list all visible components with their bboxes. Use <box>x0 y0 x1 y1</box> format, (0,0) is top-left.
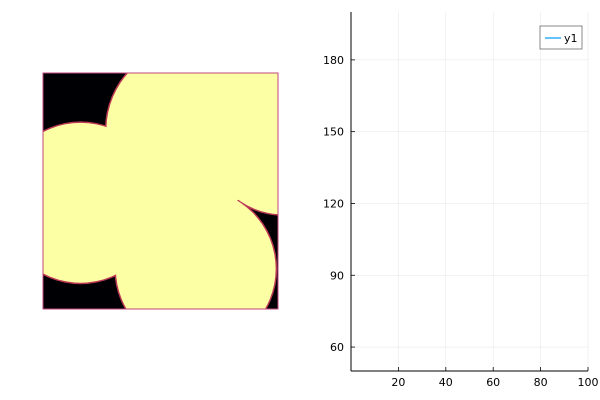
line-plot-panel: 20 40 60 80 100 60 90 120 150 180 y1 <box>323 12 599 389</box>
x-ticks: 20 40 60 80 100 <box>391 367 599 389</box>
x-tick-label-60: 60 <box>486 376 500 389</box>
heatmap-blob-right <box>207 73 278 215</box>
heatmap-blobs <box>43 73 278 309</box>
x-tick-label-100: 100 <box>578 376 599 389</box>
x-tick-label-40: 40 <box>439 376 453 389</box>
heatmap-blob-bottom-middle <box>115 189 276 309</box>
x-tick-label-20: 20 <box>391 376 405 389</box>
plot-grid <box>351 12 589 371</box>
heatmap-panel <box>42 72 279 310</box>
y-tick-label-90: 90 <box>330 269 344 282</box>
x-tick-label-80: 80 <box>534 376 548 389</box>
heatmap-frame <box>42 72 279 310</box>
legend-label-y1: y1 <box>564 32 578 45</box>
y-tick-label-180: 180 <box>323 54 344 67</box>
y-tick-label-120: 120 <box>323 197 344 210</box>
legend: y1 <box>539 25 583 50</box>
y-tick-label-150: 150 <box>323 126 344 139</box>
y-ticks: 60 90 120 150 180 <box>323 54 355 354</box>
y-tick-label-60: 60 <box>330 341 344 354</box>
